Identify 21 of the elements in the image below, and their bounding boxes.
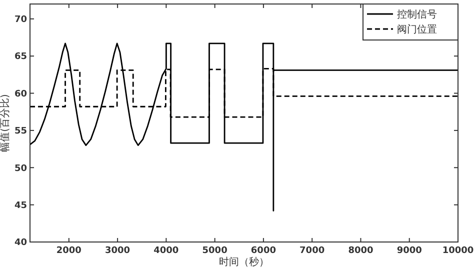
- y-axis-title: 幅值(百分比): [0, 94, 11, 152]
- x-tick-label: 7000: [300, 246, 325, 256]
- legend-label: 阀门位置: [397, 24, 437, 36]
- y-tick-label: 45: [14, 200, 27, 211]
- legend-label: 控制信号: [397, 8, 437, 20]
- y-tick-label: 55: [14, 126, 27, 137]
- x-tick-label: 3000: [105, 246, 130, 256]
- y-tick-label: 65: [14, 52, 27, 62]
- x-tick-label: 9000: [396, 246, 422, 256]
- x-axis-title: 时间（秒）: [219, 256, 269, 268]
- x-tick-label: 6000: [250, 246, 276, 256]
- x-tick-label: 5000: [202, 246, 228, 256]
- y-tick-label: 40: [14, 238, 27, 248]
- y-tick-label: 70: [14, 15, 27, 26]
- line-series: [29, 42, 459, 212]
- x-tick-label: 10000: [442, 246, 474, 256]
- y-tick-label: 50: [14, 164, 27, 174]
- x-tick-label: 2000: [56, 246, 82, 256]
- x-tick-label: 4000: [154, 246, 179, 256]
- x-tick-label: 8000: [348, 246, 374, 256]
- y-tick-label: 60: [14, 89, 27, 100]
